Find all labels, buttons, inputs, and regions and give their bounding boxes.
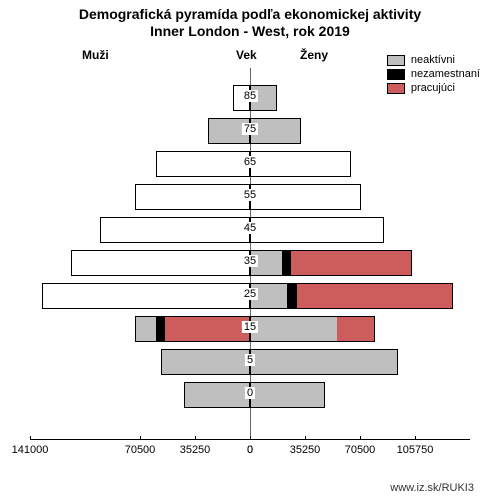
tick-label: 35250 — [180, 444, 211, 456]
legend-label: neaktívni — [411, 54, 455, 66]
tick-label: 141000 — [12, 444, 49, 456]
female-bar — [250, 184, 361, 210]
segment-inactive — [185, 383, 249, 407]
male-bar — [42, 283, 250, 309]
tick-mark — [415, 436, 416, 440]
segment-inactive — [136, 317, 156, 341]
segment-unemployed — [156, 317, 165, 341]
pyramid-chart: Demografická pyramída podľa ekonomickej … — [0, 0, 500, 500]
tick-mark — [305, 436, 306, 440]
age-label: 55 — [242, 189, 258, 201]
age-row: 25 — [30, 280, 470, 313]
segment-plain — [157, 152, 249, 176]
female-bar — [250, 217, 384, 243]
age-row: 85 — [30, 82, 470, 115]
segment-employed — [291, 251, 411, 275]
footer-url: www.iz.sk/RUKI3 — [390, 482, 474, 494]
tick-mark — [140, 436, 141, 440]
age-label: 45 — [242, 222, 258, 234]
female-bar — [250, 316, 375, 342]
age-row: 0 — [30, 379, 470, 412]
segment-plain — [72, 251, 249, 275]
male-bar — [100, 217, 250, 243]
plot-area: 85 75 65 55 45 35 25 15 5 0 — [30, 68, 470, 440]
chart-title: Demografická pyramída podľa ekonomickej … — [0, 6, 500, 40]
segment-plain — [251, 218, 383, 242]
tick-label: 70500 — [345, 444, 376, 456]
age-label: 5 — [245, 354, 255, 366]
x-axis: 1410007050035250003525070500105750 — [30, 440, 470, 464]
male-bar — [71, 250, 250, 276]
segment-plain — [251, 152, 350, 176]
title-line-2: Inner London - West, rok 2019 — [150, 23, 350, 39]
age-label: 65 — [242, 156, 258, 168]
segment-employed — [337, 317, 374, 341]
segment-employed — [165, 317, 249, 341]
legend-item: neaktívni — [387, 54, 480, 66]
legend-swatch — [387, 55, 405, 66]
age-row: 35 — [30, 247, 470, 280]
age-label: 85 — [242, 90, 258, 102]
segment-inactive — [162, 350, 249, 374]
tick-label: 70500 — [125, 444, 156, 456]
male-bar — [161, 349, 250, 375]
tick-label: 0 — [247, 444, 253, 456]
segment-unemployed — [287, 284, 298, 308]
tick-mark — [250, 436, 251, 440]
segment-plain — [43, 284, 249, 308]
age-label: 25 — [242, 288, 258, 300]
tick-label: 105750 — [397, 444, 434, 456]
segment-plain — [101, 218, 249, 242]
segment-inactive — [251, 350, 397, 374]
female-bar — [250, 349, 398, 375]
age-label: 15 — [242, 321, 258, 333]
segment-plain — [136, 185, 249, 209]
female-bar — [250, 151, 351, 177]
male-bar — [135, 184, 250, 210]
segment-inactive — [251, 383, 324, 407]
age-row: 55 — [30, 181, 470, 214]
age-label: 75 — [242, 123, 258, 135]
segment-unemployed — [282, 251, 291, 275]
axis-label-right: Ženy — [300, 48, 328, 62]
segment-inactive — [251, 317, 337, 341]
title-line-1: Demografická pyramída podľa ekonomickej … — [79, 6, 421, 22]
segment-inactive — [251, 119, 300, 143]
tick-mark — [360, 436, 361, 440]
age-label: 0 — [245, 387, 255, 399]
axis-label-center: Vek — [236, 48, 257, 62]
female-bar — [250, 250, 412, 276]
segment-plain — [251, 185, 360, 209]
age-row: 75 — [30, 115, 470, 148]
age-row: 5 — [30, 346, 470, 379]
female-bar — [250, 283, 453, 309]
segment-employed — [297, 284, 451, 308]
female-bar — [250, 382, 325, 408]
age-row: 15 — [30, 313, 470, 346]
age-row: 65 — [30, 148, 470, 181]
male-bar — [135, 316, 250, 342]
tick-mark — [30, 436, 31, 440]
age-label: 35 — [242, 255, 258, 267]
axis-label-left: Muži — [82, 48, 109, 62]
tick-mark — [195, 436, 196, 440]
male-bar — [184, 382, 250, 408]
tick-label: 35250 — [290, 444, 321, 456]
age-row: 45 — [30, 214, 470, 247]
male-bar — [156, 151, 250, 177]
